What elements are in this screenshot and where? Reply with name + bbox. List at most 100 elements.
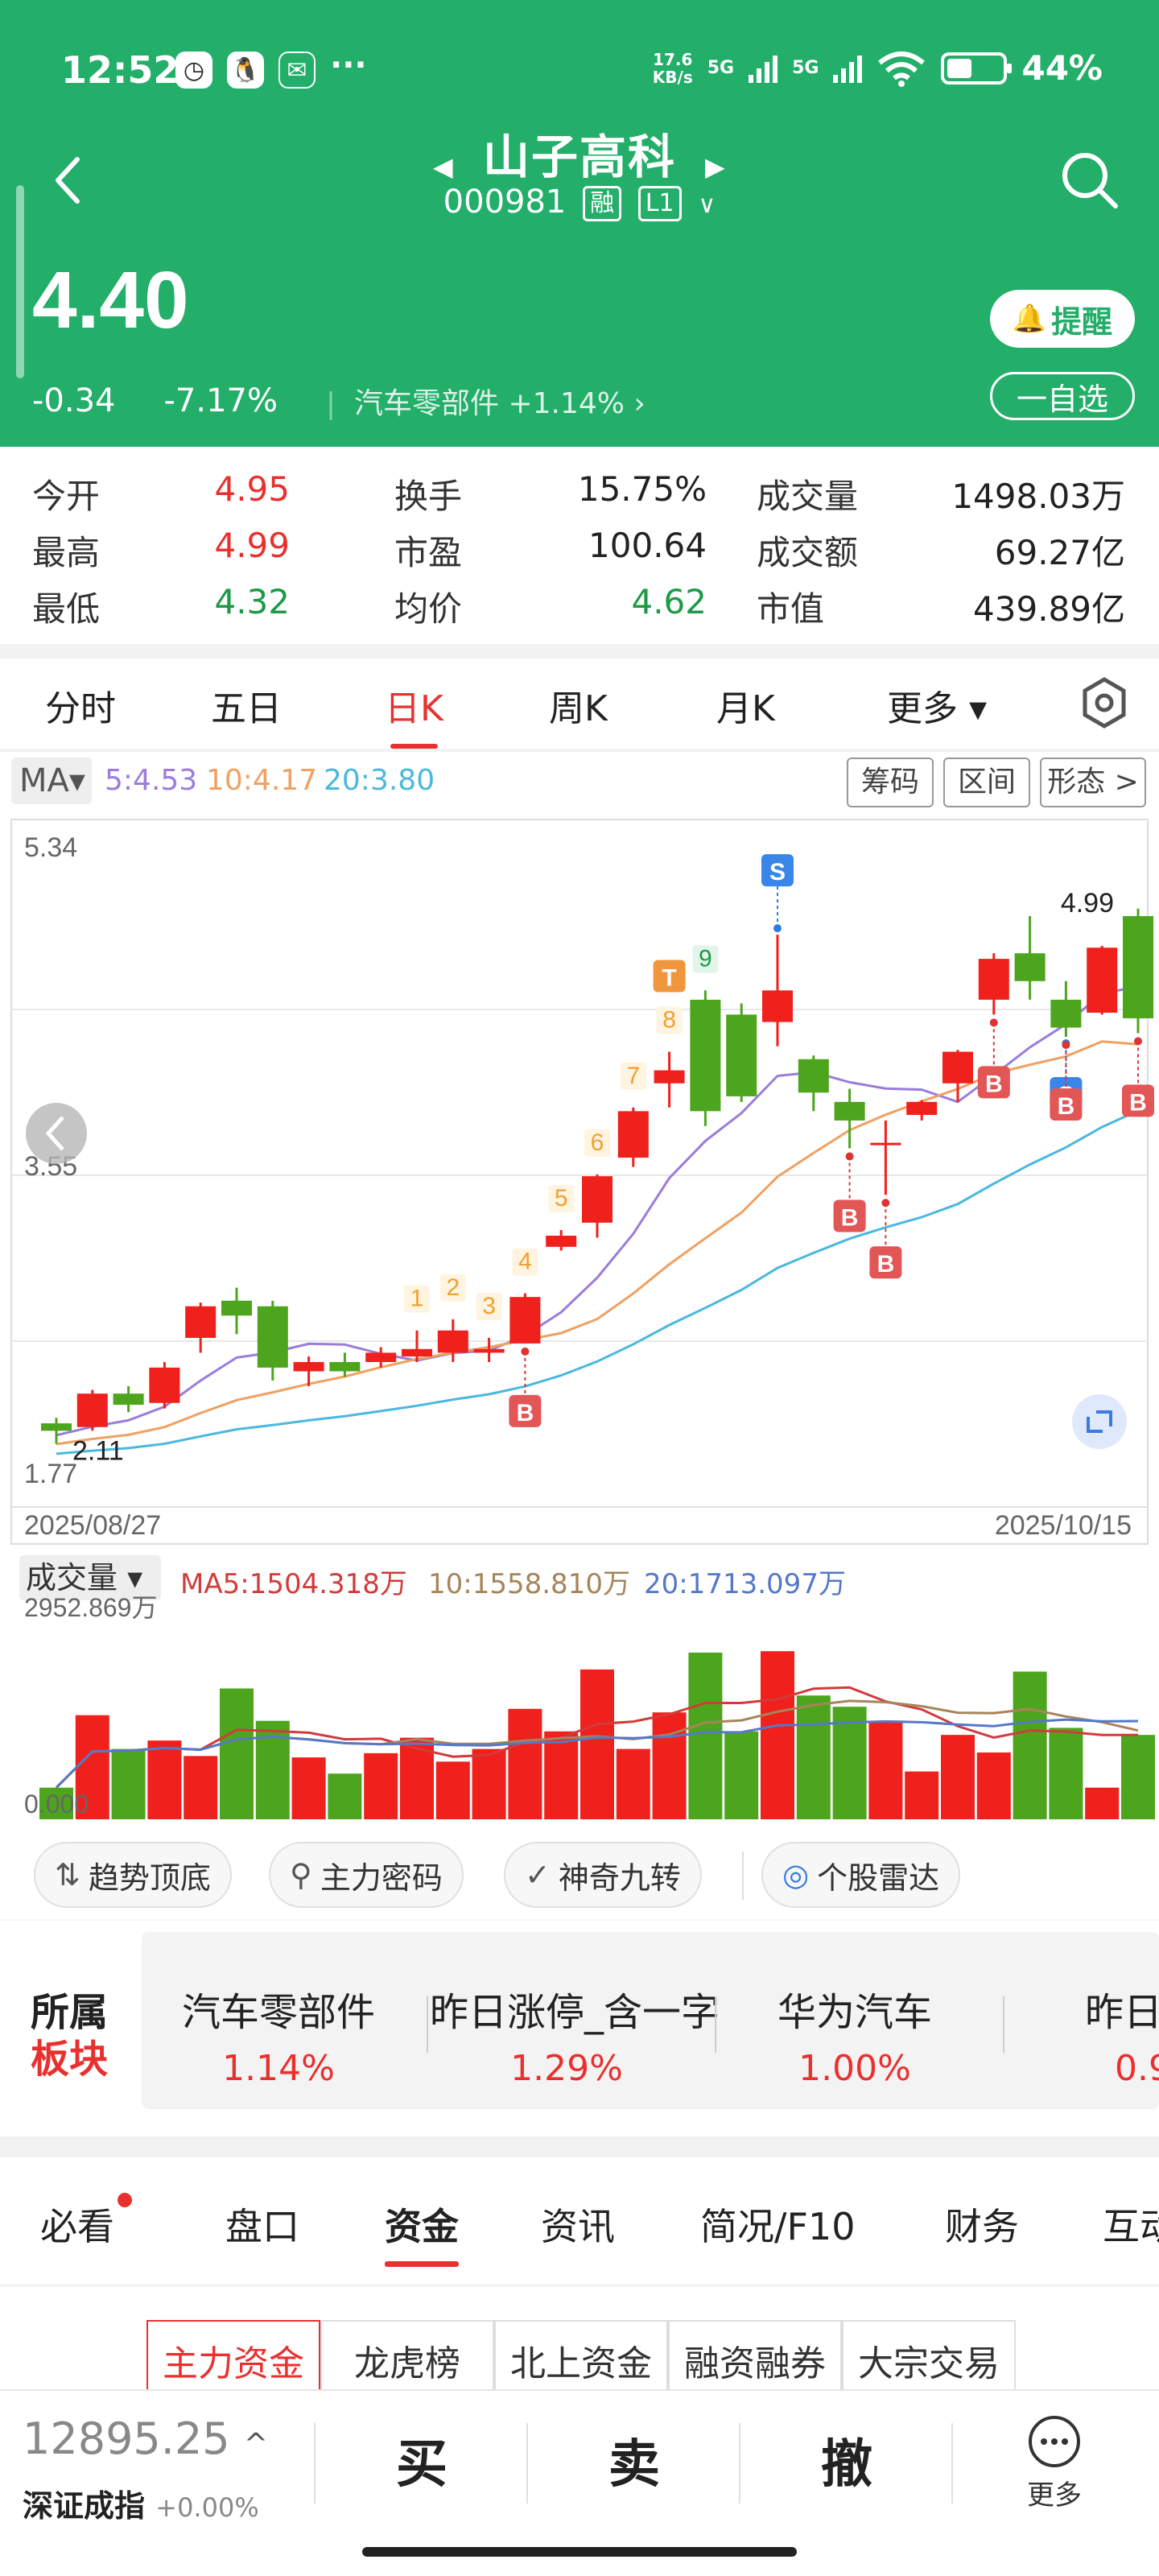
candle[interactable] — [690, 999, 721, 1112]
next-stock-icon[interactable]: ▶ — [705, 151, 725, 182]
buy-button[interactable]: 买 — [396, 2435, 448, 2495]
sector-item[interactable]: 汽车零部件 1.14% — [142, 1980, 415, 2089]
tab-period[interactable]: 更多 ▾ — [887, 688, 988, 729]
candle[interactable] — [1123, 916, 1153, 1018]
candle[interactable] — [293, 1361, 324, 1372]
buy-signal-dot — [1062, 1041, 1070, 1050]
candle[interactable] — [870, 1142, 901, 1146]
home-indicator[interactable] — [362, 2547, 797, 2557]
vol-ma20: 20:1713.097万 — [644, 1568, 846, 1600]
buy-signal-dot — [1134, 1037, 1142, 1046]
tab-period[interactable]: 五日 — [211, 688, 282, 729]
detail-tab[interactable]: 简况/F10 — [700, 2205, 856, 2248]
count-signal: 1 — [410, 1286, 424, 1312]
candle[interactable] — [798, 1059, 829, 1093]
candle[interactable] — [76, 1393, 108, 1427]
candle[interactable] — [762, 990, 793, 1022]
detail-tab[interactable]: 资金 — [385, 2198, 459, 2267]
candle[interactable] — [942, 1051, 973, 1084]
candle[interactable] — [185, 1306, 217, 1338]
index-value[interactable]: 12895.25 ^ — [23, 2413, 268, 2464]
indicator-chip[interactable]: ⚲ 主力密码 — [269, 1842, 464, 1908]
search-icon[interactable] — [1059, 150, 1120, 211]
alert-label: 提醒 — [1051, 303, 1113, 340]
ma-selector[interactable]: MA▾ — [11, 758, 92, 804]
indicator-chip[interactable]: ✓ 神奇九转 — [504, 1842, 702, 1908]
candle[interactable] — [546, 1236, 577, 1247]
watchlist-button[interactable]: 一自选 — [990, 372, 1135, 420]
candle[interactable] — [113, 1393, 144, 1406]
high-price-marker: 4.99 — [1061, 888, 1114, 919]
candle[interactable] — [509, 1297, 541, 1344]
candle[interactable] — [1050, 999, 1082, 1028]
quote-label: 今开 — [32, 477, 101, 516]
fullscreen-button[interactable] — [1072, 1394, 1127, 1449]
alert-button[interactable]: 🔔 提醒 — [990, 290, 1135, 348]
capital-subtab[interactable]: 北上资金 — [494, 2320, 668, 2401]
indicator-chip[interactable]: ⇅ 趋势顶底 — [34, 1842, 232, 1908]
detail-tab[interactable]: 资讯 — [541, 2205, 615, 2248]
candle[interactable] — [257, 1306, 288, 1368]
chart-settings-icon[interactable] — [1080, 676, 1128, 729]
count-signal-bg — [404, 1285, 430, 1313]
detail-tab[interactable]: 必看 — [40, 2205, 114, 2248]
cancel-order-button[interactable]: 撤 — [821, 2435, 872, 2495]
capital-subtab[interactable]: 主力资金 — [146, 2320, 320, 2401]
candle[interactable] — [834, 1101, 865, 1121]
candle[interactable] — [402, 1348, 432, 1357]
candle[interactable] — [437, 1330, 468, 1353]
tab-period[interactable]: 周K — [549, 688, 608, 729]
sector-item[interactable]: 昨日涨停_含一字 1.29% — [430, 1980, 720, 2089]
more-button[interactable]: 更多 — [998, 2413, 1111, 2512]
candle[interactable] — [726, 1014, 757, 1096]
sell-button[interactable]: 卖 — [608, 2435, 660, 2495]
candle[interactable] — [329, 1361, 361, 1372]
sector-link[interactable]: | 汽车零部件 +1.14% › — [326, 387, 645, 420]
candle[interactable] — [654, 1070, 685, 1084]
candle[interactable] — [221, 1300, 252, 1316]
detail-tab[interactable]: 互动 — [1103, 2205, 1159, 2248]
pattern-button[interactable]: 形态 > — [1040, 758, 1146, 807]
ma-indicator-row: MA▾ 5:4.53 10:4.17 20:3.80 筹码 区间 形态 > — [0, 753, 1159, 813]
candle[interactable] — [582, 1176, 612, 1223]
sector-item[interactable]: 昨日涨 0.9 — [1006, 1980, 1159, 2089]
indicator-chip[interactable]: ◎ 个股雷达 — [761, 1842, 961, 1908]
candle[interactable] — [906, 1101, 938, 1115]
capital-subtab[interactable]: 大宗交易 — [842, 2320, 1016, 2401]
tab-period[interactable]: 月K — [716, 688, 775, 729]
range-button[interactable]: 区间 — [943, 758, 1030, 807]
detail-tab[interactable]: 财务 — [945, 2205, 1019, 2248]
detail-tab[interactable]: 盘口 — [225, 2205, 299, 2248]
volume-bar — [688, 1652, 723, 1819]
count-signal-bg — [620, 1062, 646, 1090]
bottom-sep — [739, 2423, 740, 2504]
chart-scroll-left-button[interactable] — [26, 1103, 87, 1164]
prev-stock-icon[interactable]: ◀ — [433, 151, 453, 182]
top-signal-bg — [653, 960, 686, 993]
signal1-icon — [749, 54, 778, 83]
back-arrow-icon[interactable] — [50, 155, 85, 206]
volume-ma5-line — [55, 1686, 1138, 1789]
chip-distribution-button[interactable]: 筹码 — [847, 758, 934, 807]
net2-label: 5G — [792, 58, 819, 78]
chevron-down-icon[interactable]: ∨ — [698, 191, 716, 219]
buy-signal: B — [877, 1251, 895, 1278]
capital-subtab[interactable]: 融资融券 — [668, 2320, 842, 2401]
candle[interactable] — [978, 959, 1009, 1000]
candle[interactable] — [1087, 947, 1118, 1013]
candle[interactable] — [1014, 953, 1046, 981]
capital-subtab[interactable]: 龙虎榜 — [320, 2320, 494, 2401]
volume-bar — [724, 1731, 759, 1819]
volume-chart[interactable]: 2952.869万 0.000 — [0, 1596, 1159, 1823]
tab-period[interactable]: 分时 — [45, 688, 116, 729]
tab-period[interactable]: 日K — [385, 679, 443, 749]
candle[interactable] — [617, 1111, 649, 1158]
volume-selector[interactable]: 成交量 ▾ — [19, 1555, 161, 1600]
volume-bar — [435, 1761, 470, 1819]
candle[interactable] — [41, 1423, 72, 1431]
sector-item[interactable]: 华为汽车 1.00% — [718, 1980, 992, 2089]
candle[interactable] — [473, 1348, 505, 1353]
candle[interactable] — [365, 1352, 397, 1362]
candle[interactable] — [149, 1367, 180, 1403]
